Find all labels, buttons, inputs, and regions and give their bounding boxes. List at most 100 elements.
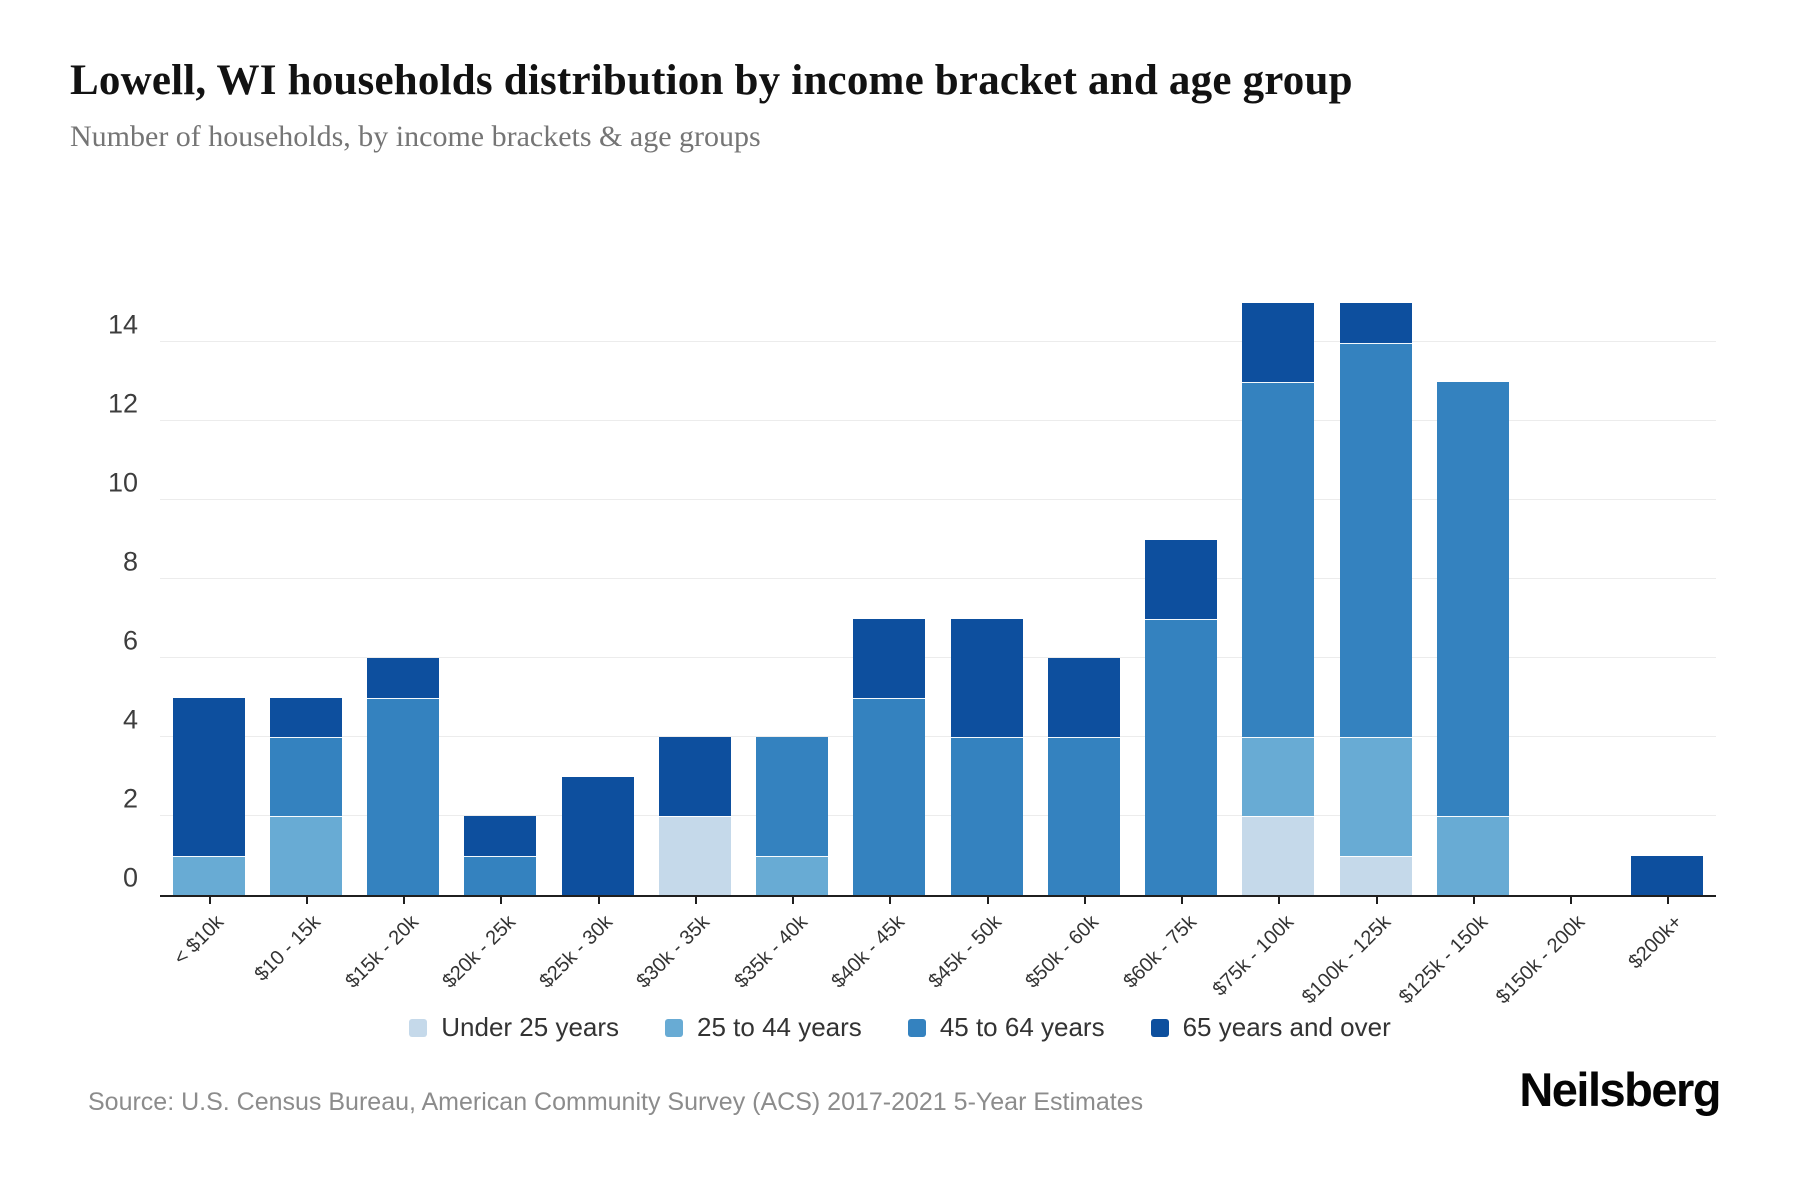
x-axis-tick: [889, 897, 892, 904]
stacked-bar-50k-60k[interactable]: [1047, 658, 1120, 895]
bar-segment[interactable]: [853, 697, 926, 895]
bar-slot: $25k - 30k: [536, 305, 646, 993]
bar-slot: $125k - 150k: [1395, 305, 1521, 1008]
x-axis-tick: [1667, 897, 1670, 904]
x-axis-tick-label: $125k - 150k: [1395, 911, 1493, 1009]
y-axis-tick-label: 4: [122, 704, 138, 735]
stacked-bar-25k-30k[interactable]: [561, 776, 634, 895]
bar-segment[interactable]: [269, 697, 342, 738]
gridline-y10: [160, 499, 1716, 501]
bar-segment[interactable]: [756, 737, 829, 856]
x-axis-tick: [1278, 897, 1281, 904]
bar-slot: $40k - 45k: [827, 305, 938, 993]
bar-segment[interactable]: [1047, 658, 1120, 738]
x-axis-tick-label: $35k - 40k: [730, 911, 812, 993]
legend-swatch: [907, 1018, 926, 1037]
x-axis-tick: [305, 897, 308, 904]
legend-label: 45 to 64 years: [939, 1012, 1105, 1042]
bar-segment[interactable]: [658, 816, 731, 895]
bar-slot: $50k - 60k: [1022, 305, 1132, 993]
bar-segment[interactable]: [269, 737, 342, 817]
stacked-bar-10k[interactable]: [172, 697, 245, 895]
bar-segment[interactable]: [1242, 737, 1315, 817]
bar-segment[interactable]: [950, 737, 1023, 895]
chart-legend: Under 25 years 25 to 44 years 45 to 64 yea…: [0, 1012, 1800, 1043]
stacked-bar-40k-45k[interactable]: [853, 618, 926, 895]
bar-slot: $30k - 35k: [633, 305, 743, 993]
bar-segment[interactable]: [1242, 381, 1315, 738]
legend-item-65-years-and-over[interactable]: 65 years and over: [1150, 1012, 1391, 1043]
gridline-y2: [160, 815, 1716, 817]
stacked-bar-45k-50k[interactable]: [950, 618, 1023, 895]
legend-label: 25 to 44 years: [697, 1012, 862, 1042]
x-axis-tick: [208, 897, 211, 904]
bar-slot: $45k - 50k: [925, 305, 1035, 993]
x-axis-tick-label: $75k - 100k: [1208, 911, 1298, 1001]
bar-segment[interactable]: [1436, 816, 1509, 895]
stacked-bar-10-15k[interactable]: [269, 697, 342, 895]
bar-segment[interactable]: [756, 855, 829, 895]
bar-segment[interactable]: [1339, 737, 1412, 856]
stacked-bar-60k-75k[interactable]: [1145, 539, 1218, 895]
bar-segment[interactable]: [172, 697, 245, 856]
stacked-bar-15k-20k[interactable]: [367, 658, 440, 895]
stacked-bar-35k-40k[interactable]: [756, 737, 829, 895]
bar-segment[interactable]: [464, 816, 537, 856]
y-axis-tick-label: 10: [107, 467, 138, 498]
stacked-bar-20k-25k[interactable]: [464, 816, 537, 895]
bar-segment[interactable]: [172, 855, 245, 895]
bar-segment[interactable]: [1242, 303, 1315, 382]
bar-slot: $75k - 100k: [1208, 303, 1327, 1000]
y-axis-tick-label: 2: [122, 783, 138, 814]
bar-slot: $35k - 40k: [730, 305, 841, 993]
bar-segment[interactable]: [658, 737, 731, 817]
bar-segment[interactable]: [1339, 342, 1412, 738]
legend-swatch: [665, 1018, 684, 1037]
bar-segment[interactable]: [561, 776, 634, 895]
page-subtitle: Number of households, by income brackets…: [70, 120, 761, 153]
x-axis-tick-label: $50k - 60k: [1021, 911, 1104, 993]
bar-segment[interactable]: [1242, 816, 1315, 895]
bar-segment[interactable]: [269, 816, 342, 895]
gridline-y14: [160, 341, 1716, 343]
bar-slot: $60k - 75k: [1119, 305, 1230, 993]
bar-segment[interactable]: [1436, 381, 1509, 817]
brand-logo[interactable]: Neilsberg: [1519, 1063, 1721, 1116]
stacked-bar-125k-150k[interactable]: [1436, 381, 1509, 895]
source-attribution: Source: U.S. Census Bureau, American Com…: [88, 1088, 1144, 1116]
stacked-bar-100k-125k[interactable]: [1339, 303, 1412, 895]
x-axis-tick-label: $150k - 200k: [1492, 911, 1590, 1009]
legend-swatch: [1150, 1018, 1169, 1037]
legend-item-under-25-years[interactable]: Under 25 years: [409, 1012, 619, 1043]
bar-slot: $150k - 200k: [1492, 305, 1619, 1008]
bar-segment[interactable]: [950, 618, 1023, 738]
bar-segment[interactable]: [1145, 618, 1218, 895]
bar-slot: < $10k: [160, 305, 257, 969]
x-axis-tick: [403, 897, 406, 904]
legend-item-25-to-44-years[interactable]: 25 to 44 years: [665, 1012, 862, 1043]
bar-slot: $10 - 15k: [251, 305, 354, 986]
bar-segment[interactable]: [853, 618, 926, 698]
bar-segment[interactable]: [464, 855, 537, 895]
x-axis-tick: [500, 897, 503, 904]
x-axis-tick: [1472, 897, 1475, 904]
stacked-bar-30k-35k[interactable]: [658, 737, 731, 895]
legend-item-45-to-64-years[interactable]: 45 to 64 years: [907, 1012, 1105, 1043]
gridline-y12: [160, 420, 1716, 422]
bar-segment[interactable]: [1145, 539, 1218, 619]
bar-segment[interactable]: [1339, 855, 1412, 895]
x-axis-tick: [597, 897, 600, 904]
bar-segment[interactable]: [1047, 737, 1120, 895]
x-axis-tick-label: $60k - 75k: [1119, 911, 1201, 993]
y-axis-tick-label: 14: [107, 309, 138, 340]
x-axis-tick: [1375, 897, 1378, 904]
bar-segment[interactable]: [367, 697, 440, 895]
bar-segment[interactable]: [1631, 855, 1704, 895]
x-axis-tick: [792, 897, 795, 904]
bar-segment[interactable]: [1339, 303, 1412, 343]
x-axis-tick-label: $40k - 45k: [827, 911, 909, 993]
stacked-bar-200k[interactable]: [1631, 855, 1704, 895]
bar-segment[interactable]: [367, 658, 440, 698]
stacked-bar-75k-100k[interactable]: [1242, 303, 1315, 895]
